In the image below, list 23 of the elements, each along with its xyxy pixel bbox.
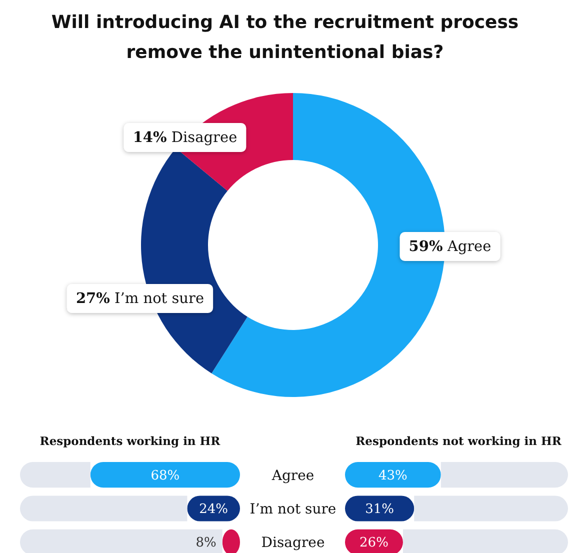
bar: [20, 496, 188, 522]
y-tick-label: Disagree: [261, 535, 325, 552]
data-label: 26%: [360, 536, 388, 551]
data-label: 43%: [378, 468, 408, 484]
bar: [20, 462, 90, 488]
bar: [90, 462, 240, 488]
slice-label: I’m not sure: [110, 291, 204, 307]
data-label: 27%: [76, 290, 110, 307]
bar: [414, 496, 568, 522]
slice-label: Agree: [442, 239, 492, 255]
data-label: 14%: [132, 129, 168, 146]
y-tick-label: I’m not sure: [250, 502, 336, 518]
bar: [440, 462, 568, 488]
chart-title: Will introducing AI to the recruitment process remove the unintentional bias?: [51, 12, 519, 63]
data-label: 24%: [199, 502, 228, 517]
chart-title: Respondents not working in HR: [356, 434, 562, 448]
data-label: 31%: [365, 502, 394, 517]
data-label: 68%: [150, 468, 180, 484]
data-label: 8%: [196, 536, 216, 551]
chart-title: Respondents working in HR: [40, 434, 221, 448]
slice-label: Disagree: [166, 130, 238, 146]
data-label: 59%: [408, 238, 443, 255]
y-tick-label: Agree: [270, 468, 314, 484]
